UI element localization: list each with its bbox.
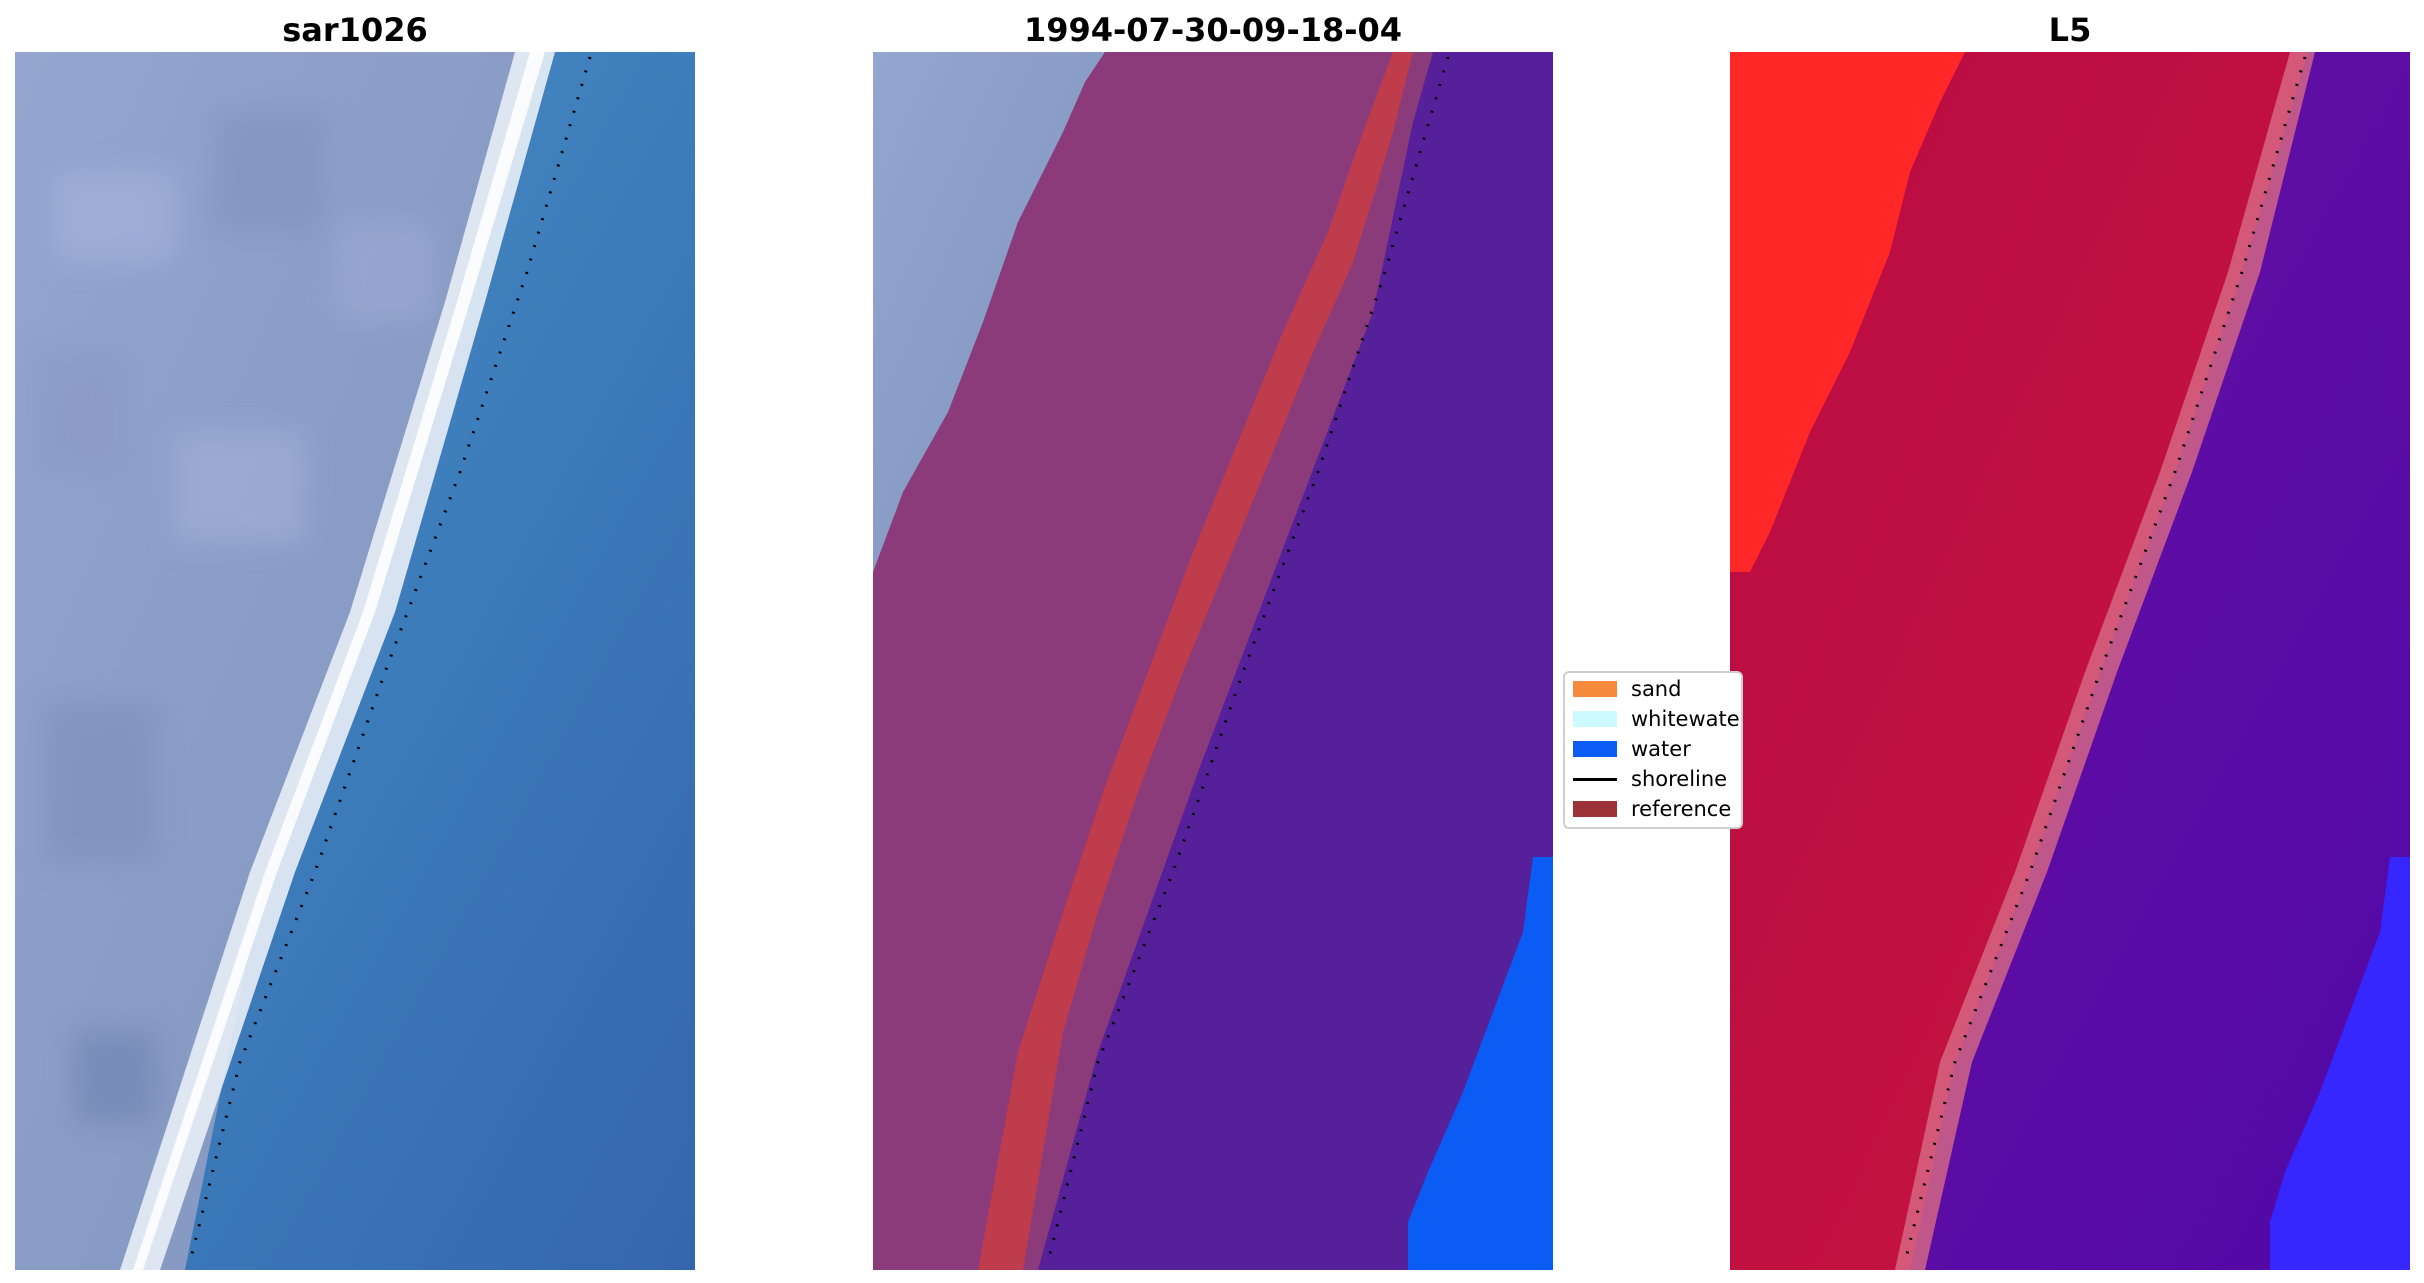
classification-panel bbox=[873, 52, 1553, 1270]
shoreline bbox=[1046, 56, 1450, 1263]
shoreline-line-swatch bbox=[1573, 778, 1617, 781]
classification-image bbox=[873, 52, 1553, 1270]
unclassified-land bbox=[873, 52, 1105, 572]
legend-item-whitewater: whitewater bbox=[1565, 704, 1741, 732]
reference-swatch bbox=[1573, 801, 1617, 817]
transition-zone bbox=[1895, 52, 2315, 1270]
legend-item-reference: reference bbox=[1565, 794, 1741, 822]
panel-title-2: 1994-07-30-09-18-04 bbox=[1023, 11, 1403, 49]
legend-item-water: water bbox=[1565, 734, 1741, 762]
panel-title-3: L5 bbox=[2048, 11, 2092, 49]
shoreline bbox=[1903, 56, 2307, 1263]
land-probability-area bbox=[1730, 52, 2308, 1270]
rgb-image-panel bbox=[15, 52, 695, 1270]
legend-item-shoreline: shoreline bbox=[1565, 764, 1741, 792]
sand-swatch bbox=[1573, 681, 1617, 697]
deep-water-area bbox=[1408, 857, 1553, 1270]
probability-image bbox=[1730, 52, 2410, 1270]
high-land-probability bbox=[1730, 52, 1965, 572]
panel-title-1: sar1026 bbox=[282, 11, 428, 49]
shoreline bbox=[188, 56, 592, 1263]
legend: sand whitewater water shoreline referenc… bbox=[1563, 671, 1743, 829]
water-swatch bbox=[1573, 741, 1617, 757]
legend-label-water: water bbox=[1631, 737, 1691, 761]
land-area bbox=[15, 52, 535, 1270]
legend-item-sand: sand bbox=[1565, 674, 1741, 702]
reference-band bbox=[978, 52, 1413, 1270]
legend-label-reference: reference bbox=[1631, 797, 1732, 821]
legend-label-whitewater: whitewater bbox=[1631, 707, 1743, 731]
legend-label-shoreline: shoreline bbox=[1631, 767, 1728, 791]
rgb-image bbox=[15, 52, 695, 1270]
land-texture bbox=[35, 112, 435, 1122]
high-water-probability bbox=[2270, 857, 2410, 1270]
legend-label-sand: sand bbox=[1631, 677, 1682, 701]
probability-panel bbox=[1730, 52, 2410, 1270]
whitewater-swatch bbox=[1573, 711, 1617, 727]
